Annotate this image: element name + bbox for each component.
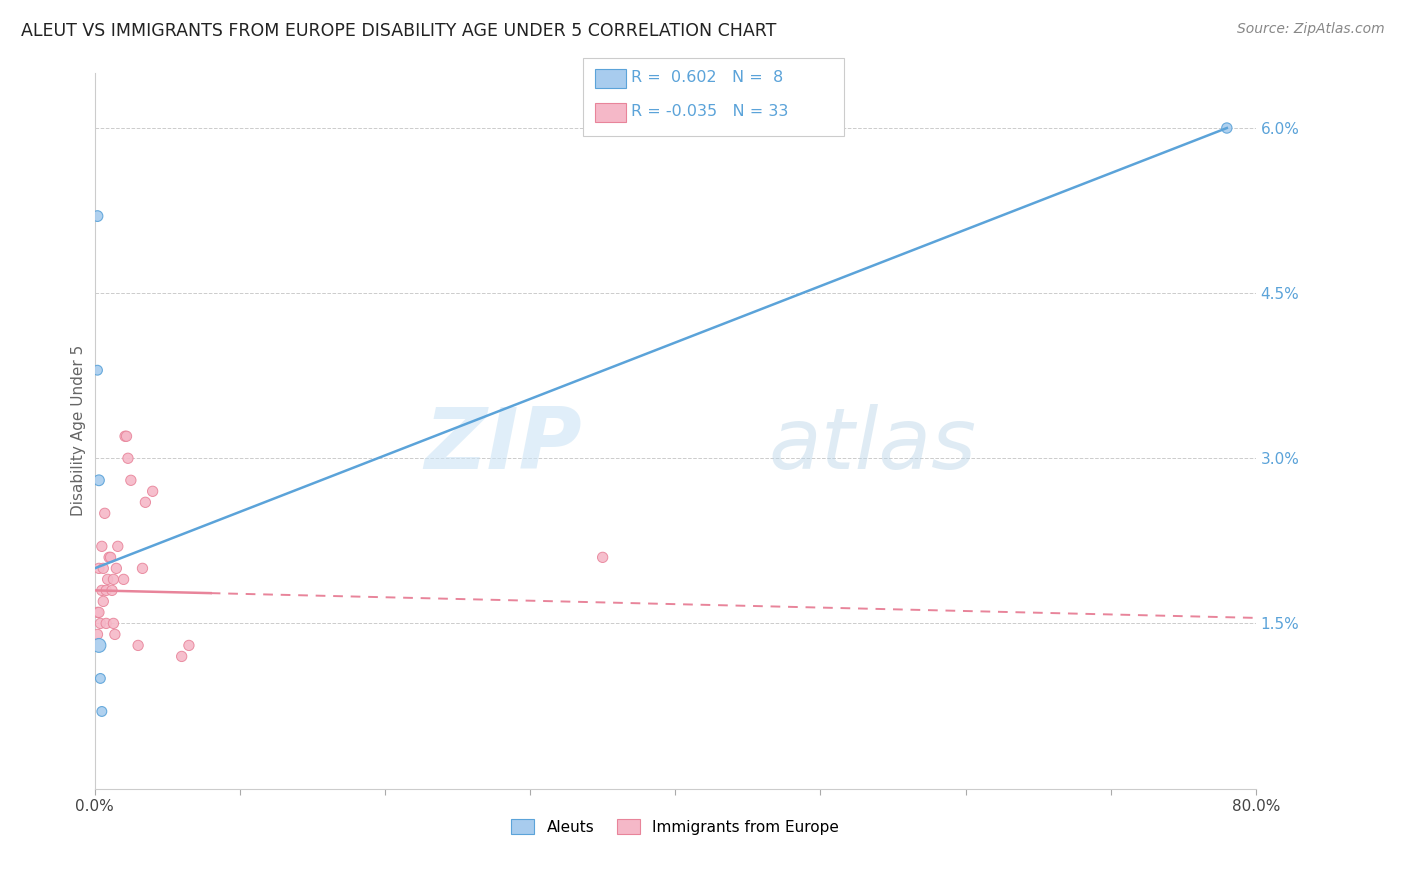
Point	[87, 473, 110, 487]
Point	[101, 583, 124, 598]
Text: R = -0.035   N = 33: R = -0.035 N = 33	[631, 104, 789, 119]
Point	[170, 649, 193, 664]
Point	[96, 616, 118, 631]
Point	[134, 495, 156, 509]
Legend: Aleuts, Immigrants from Europe: Aleuts, Immigrants from Europe	[512, 819, 839, 835]
Point	[105, 561, 128, 575]
Text: ALEUT VS IMMIGRANTS FROM EUROPE DISABILITY AGE UNDER 5 CORRELATION CHART: ALEUT VS IMMIGRANTS FROM EUROPE DISABILI…	[21, 22, 776, 40]
Text: R =  0.602   N =  8: R = 0.602 N = 8	[631, 70, 783, 85]
Point	[592, 550, 614, 565]
Point	[120, 473, 142, 487]
Point	[127, 639, 149, 653]
Point	[91, 594, 114, 608]
Text: ZIP: ZIP	[425, 403, 582, 486]
Point	[103, 573, 125, 587]
Point	[86, 209, 108, 223]
Point	[117, 451, 139, 466]
Point	[90, 705, 112, 719]
Point	[98, 550, 121, 565]
Point	[87, 606, 110, 620]
Point	[112, 573, 135, 587]
Point	[107, 539, 129, 553]
Y-axis label: Disability Age Under 5: Disability Age Under 5	[72, 345, 86, 516]
Point	[87, 639, 110, 653]
Point	[86, 606, 108, 620]
Point	[1216, 121, 1239, 136]
Point	[114, 429, 136, 443]
Point	[89, 672, 111, 686]
Point	[93, 506, 115, 520]
Point	[97, 573, 120, 587]
Point	[90, 583, 112, 598]
Point	[96, 583, 118, 598]
Point	[177, 639, 200, 653]
Point	[104, 627, 127, 641]
Text: Source: ZipAtlas.com: Source: ZipAtlas.com	[1237, 22, 1385, 37]
Point	[103, 616, 125, 631]
Point	[100, 550, 122, 565]
Point	[86, 627, 108, 641]
Point	[115, 429, 138, 443]
Text: atlas: atlas	[768, 403, 976, 486]
Point	[86, 363, 108, 377]
Point	[89, 616, 111, 631]
Point	[142, 484, 165, 499]
Point	[90, 539, 112, 553]
Point	[87, 561, 110, 575]
Point	[131, 561, 153, 575]
Point	[91, 561, 114, 575]
